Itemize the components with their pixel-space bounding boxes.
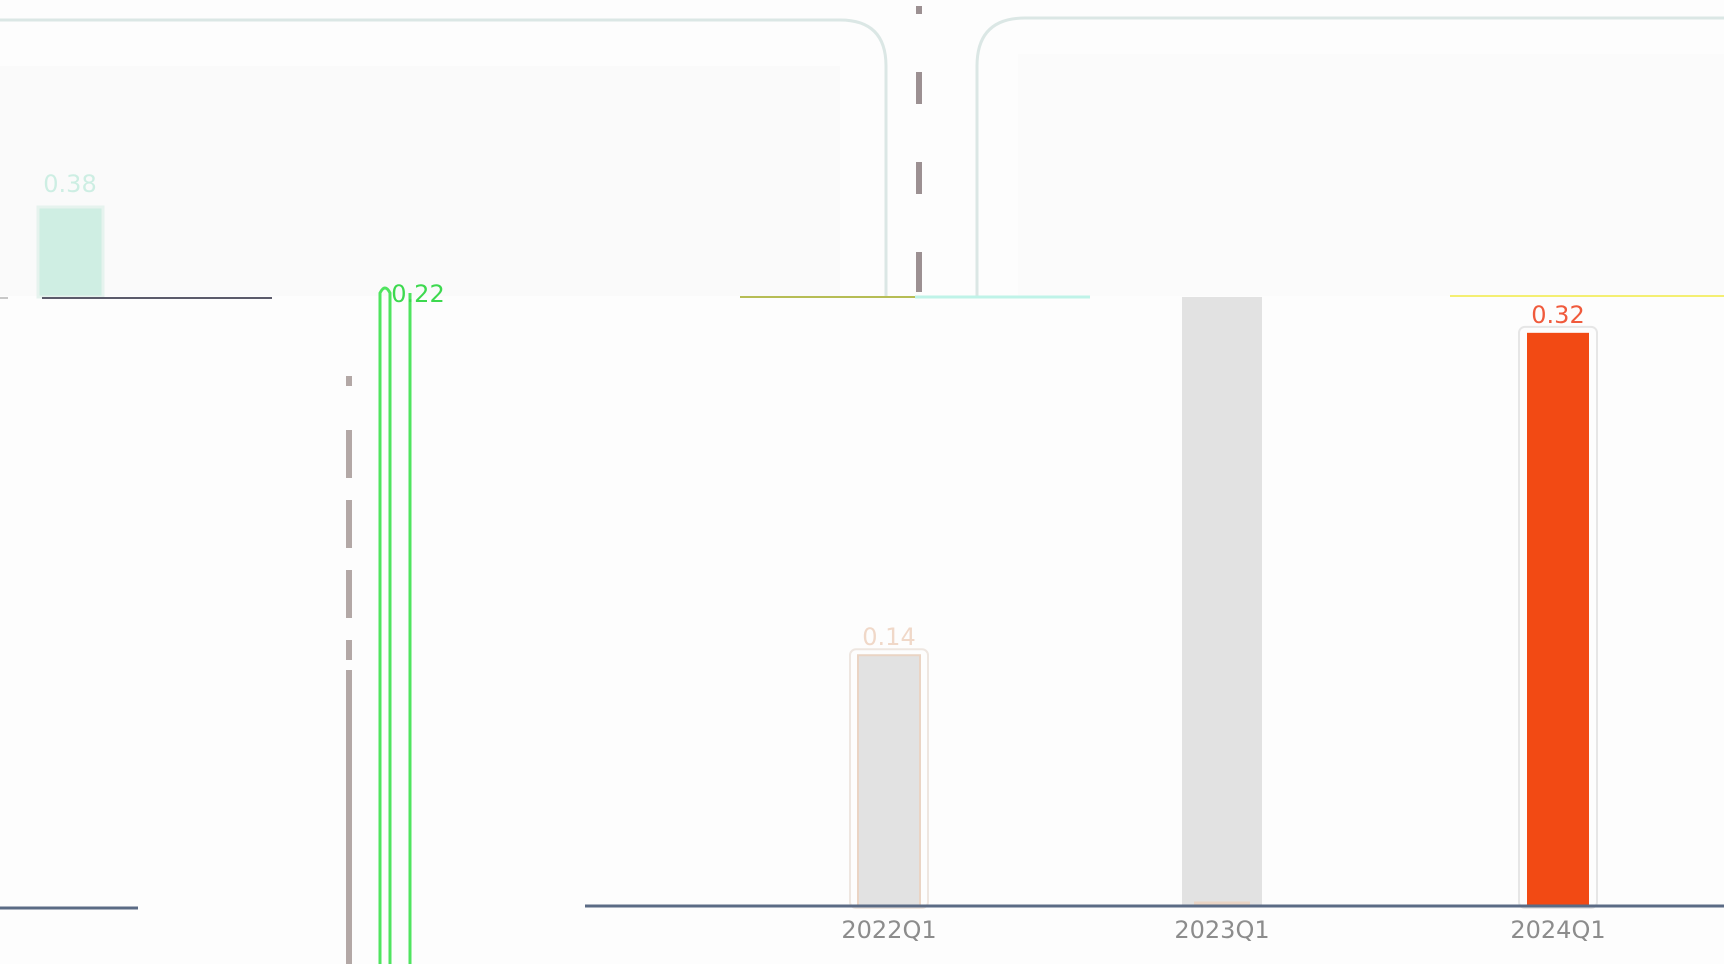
left-card-inner-shade bbox=[0, 66, 840, 296]
upper-bar bbox=[38, 207, 103, 297]
bar-2024Q1 bbox=[1527, 333, 1589, 906]
tick-label-2023Q1: 2023Q1 bbox=[1174, 916, 1269, 944]
upper-bar-label: 0.38 bbox=[43, 170, 96, 198]
right-card-inner-shade bbox=[1018, 54, 1724, 296]
bar-2023Q1 bbox=[1182, 297, 1262, 906]
data-label-2024Q1: 0.32 bbox=[1531, 301, 1584, 329]
green-bar-label: 0.22 bbox=[391, 280, 444, 308]
bar-2022Q1 bbox=[858, 655, 920, 906]
tick-label-2022Q1: 2022Q1 bbox=[841, 916, 936, 944]
tick-label-2024Q1: 2024Q1 bbox=[1510, 916, 1605, 944]
data-label-2022Q1: 0.14 bbox=[862, 623, 915, 651]
